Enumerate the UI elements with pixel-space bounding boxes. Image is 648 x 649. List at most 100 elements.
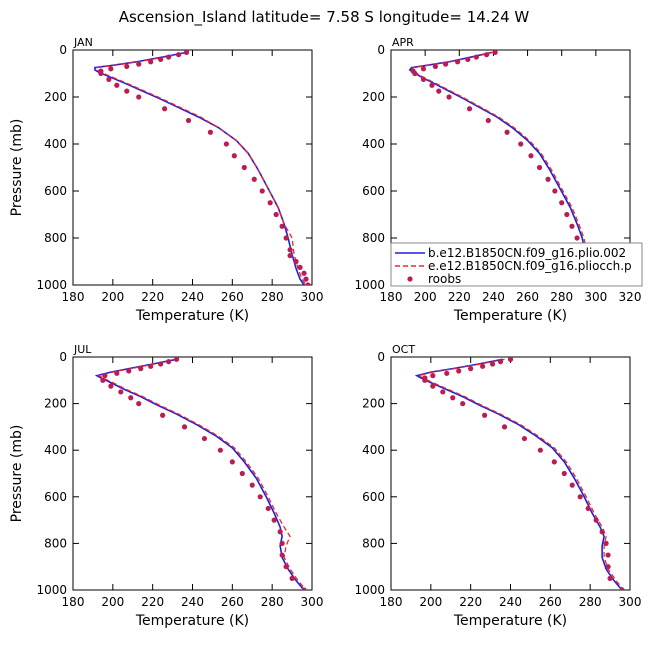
obs-point (100, 377, 106, 383)
obs-point (297, 264, 303, 270)
obs-point (518, 141, 524, 147)
y-tick-label: 600 (362, 184, 385, 198)
legend-label-1: b.e12.B1850CN.f09_g16.plio.002 (428, 246, 626, 260)
x-tick-label: 300 (301, 290, 324, 304)
y-tick-label: 1000 (36, 583, 67, 597)
obs-point (305, 282, 311, 285)
x-tick-label: 280 (550, 290, 573, 304)
y-tick-label: 0 (377, 350, 385, 364)
panel-label: JUL (73, 343, 92, 356)
obs-point (251, 176, 257, 182)
y-tick-label: 400 (362, 137, 385, 151)
obs-point (162, 106, 168, 112)
x-tick-label: 180 (380, 595, 403, 609)
obs-point (158, 361, 164, 367)
panel-label: OCT (392, 343, 415, 356)
y-tick-label: 400 (362, 443, 385, 457)
obs-point (456, 368, 462, 374)
obs-point (265, 505, 271, 512)
obs-point (605, 552, 611, 558)
x-tick-label: 220 (459, 595, 482, 609)
obs-point (108, 66, 114, 72)
x-tick-label: 240 (482, 290, 505, 304)
legend-label-3: roobs (428, 272, 461, 286)
obs-point (148, 59, 154, 65)
obs-point (229, 459, 235, 465)
x-tick-label: 260 (221, 290, 244, 304)
y-tick-label: 0 (377, 43, 385, 57)
obs-point (207, 129, 214, 135)
obs-point (480, 363, 486, 369)
obs-point (450, 395, 456, 401)
obs-point (136, 61, 142, 67)
x-tick-label: 220 (141, 595, 164, 609)
plot-series (94, 357, 307, 590)
y-tick-label: 200 (362, 397, 385, 411)
panel-jul: 180 200 220 240 260 280 300 0 200 400 600 800 1000 JU… (9, 343, 323, 629)
obs-point (569, 482, 575, 488)
obs-point (521, 435, 528, 442)
obs-point (283, 235, 289, 241)
obs-point (605, 564, 611, 570)
obs-point (158, 56, 164, 63)
obs-point (201, 435, 208, 442)
x-axis-label: Temperature (K) (453, 308, 567, 324)
obs-point (257, 494, 263, 500)
series-line-pliocch (96, 51, 307, 285)
obs-point (492, 50, 498, 55)
obs-point (412, 70, 418, 77)
obs-point (420, 76, 427, 82)
y-tick-label: 1000 (354, 278, 385, 292)
obs-point (181, 424, 188, 430)
x-tick-label: 260 (221, 595, 244, 609)
obs-point (536, 164, 543, 171)
obs-point (124, 88, 130, 94)
plot-frame (72, 49, 313, 286)
obs-point (585, 505, 591, 512)
obs-point (267, 200, 273, 206)
obs-point (239, 470, 245, 477)
obs-point (619, 587, 625, 590)
x-tick-label: 260 (516, 290, 539, 304)
obs-point (603, 540, 609, 547)
obs-point (136, 94, 142, 100)
obs-point (175, 52, 182, 58)
obs-point (148, 363, 154, 369)
obs-point (173, 357, 180, 362)
obs-point (160, 412, 166, 418)
obs-point (114, 370, 120, 376)
obs-point (279, 223, 285, 229)
obs-point (114, 82, 120, 88)
x-axis-label: Temperature (K) (135, 308, 249, 324)
obs-point (551, 459, 557, 465)
y-tick-label: 200 (44, 397, 67, 411)
obs-point (271, 517, 277, 523)
obs-point (185, 117, 192, 124)
obs-point (460, 401, 466, 407)
obs-point (569, 223, 575, 229)
obs-point (138, 366, 144, 372)
obs-point (501, 424, 508, 430)
obs-point (241, 164, 247, 171)
obs-point (303, 276, 309, 282)
obs-point (599, 529, 605, 535)
obs-point (287, 247, 293, 253)
x-tick-label: 180 (62, 595, 85, 609)
obs-point (273, 211, 279, 218)
x-tick-label: 200 (101, 290, 124, 304)
obs-point (446, 94, 452, 100)
plot-frame (390, 356, 631, 591)
obs-point (98, 70, 104, 77)
x-tick-label: 200 (419, 595, 442, 609)
obs-point (497, 359, 504, 365)
y-tick-label: 800 (44, 231, 67, 245)
x-tick-label: 200 (414, 290, 437, 304)
obs-point (128, 395, 134, 401)
series-line-plio (94, 51, 305, 285)
obs-point (545, 176, 551, 182)
x-tick-label: 200 (101, 595, 124, 609)
y-tick-label: 800 (362, 536, 385, 550)
obs-point (504, 129, 510, 135)
panel-label: APR (392, 36, 414, 49)
obs-point (289, 575, 295, 581)
